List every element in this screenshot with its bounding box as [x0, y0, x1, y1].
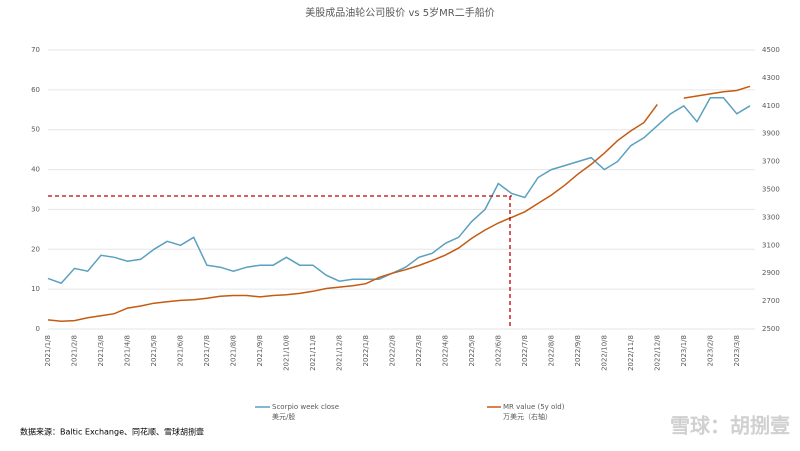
- x-tick-label: 2021/3/8: [97, 335, 105, 366]
- y-tick-label: 50: [31, 126, 40, 134]
- x-tick-label: 2021/1/8: [44, 335, 52, 366]
- y2-tick-label: 3500: [762, 186, 780, 194]
- y2-tick-label: 4300: [762, 74, 780, 82]
- x-tick-label: 2021/9/8: [256, 335, 264, 366]
- x-tick-label: 2021/2/8: [70, 335, 78, 366]
- x-tick-label: 2021/10/8: [282, 335, 290, 371]
- source-note: 数据来源：Baltic Exchange、同花顺、雪球胡捌壹: [20, 427, 204, 437]
- y2-tick-label: 3700: [762, 158, 780, 166]
- series-line: [47, 85, 751, 323]
- y-tick-label: 60: [31, 86, 40, 94]
- x-tick-label: 2022/2/8: [388, 335, 396, 366]
- y2-tick-label: 2900: [762, 269, 780, 277]
- x-tick-label: 2022/9/8: [574, 335, 582, 366]
- y-tick-label: 40: [31, 166, 40, 174]
- y-tick-label: 0: [36, 325, 40, 333]
- y-tick-label: 20: [31, 245, 40, 253]
- chart-title: 美股成品油轮公司股价 vs 5岁MR二手船价: [305, 6, 494, 19]
- watermark: 雪球：胡捌壹: [670, 414, 790, 438]
- y2-tick-label: 3900: [762, 130, 780, 138]
- x-tick-label: 2021/8/8: [229, 335, 237, 366]
- x-tick-label: 2022/8/8: [547, 335, 555, 366]
- x-tick-label: 2022/4/8: [441, 335, 449, 366]
- legend-unit: 万美元（右轴）: [503, 412, 552, 421]
- x-tick-label: 2021/6/8: [176, 335, 184, 366]
- x-tick-label: 2023/1/8: [680, 335, 688, 366]
- series-line: [47, 97, 751, 285]
- y-tick-label: 30: [31, 205, 40, 213]
- x-tick-label: 2021/7/8: [203, 335, 211, 366]
- x-tick-label: 2022/3/8: [415, 335, 423, 366]
- y2-tick-label: 4500: [762, 46, 780, 54]
- x-tick-label: 2021/4/8: [123, 335, 131, 366]
- x-tick-label: 2021/11/8: [309, 335, 317, 371]
- x-tick-label: 2023/3/8: [733, 335, 741, 366]
- x-tick-label: 2022/5/8: [468, 335, 476, 366]
- y2-tick-label: 3300: [762, 213, 780, 221]
- x-tick-label: 2022/12/8: [653, 335, 661, 371]
- x-tick-label: 2022/11/8: [627, 335, 635, 371]
- y-tick-label: 70: [31, 46, 40, 54]
- x-tick-label: 2021/5/8: [150, 335, 158, 366]
- x-tick-label: 2021/12/8: [335, 335, 343, 371]
- x-tick-label: 2022/1/8: [362, 335, 370, 366]
- x-tick-label: 2022/10/8: [600, 335, 608, 371]
- y2-tick-label: 3100: [762, 241, 780, 249]
- x-tick-label: 2023/2/8: [706, 335, 714, 366]
- legend-label: Scorpio week close: [272, 403, 339, 411]
- legend-label: MR value (5y old): [503, 403, 565, 411]
- y2-tick-label: 4100: [762, 102, 780, 110]
- y-tick-label: 10: [31, 285, 40, 293]
- y2-tick-label: 2500: [762, 325, 780, 333]
- y2-tick-label: 2700: [762, 297, 780, 305]
- legend-unit: 美元/股: [272, 412, 295, 421]
- plot-area: 0 10 20 30 40 50 60 70 2500 2700 2900 3100 3300 3500 3…: [31, 46, 780, 371]
- x-tick-label: 2022/7/8: [521, 335, 529, 366]
- x-tick-label: 2022/6/8: [494, 335, 502, 366]
